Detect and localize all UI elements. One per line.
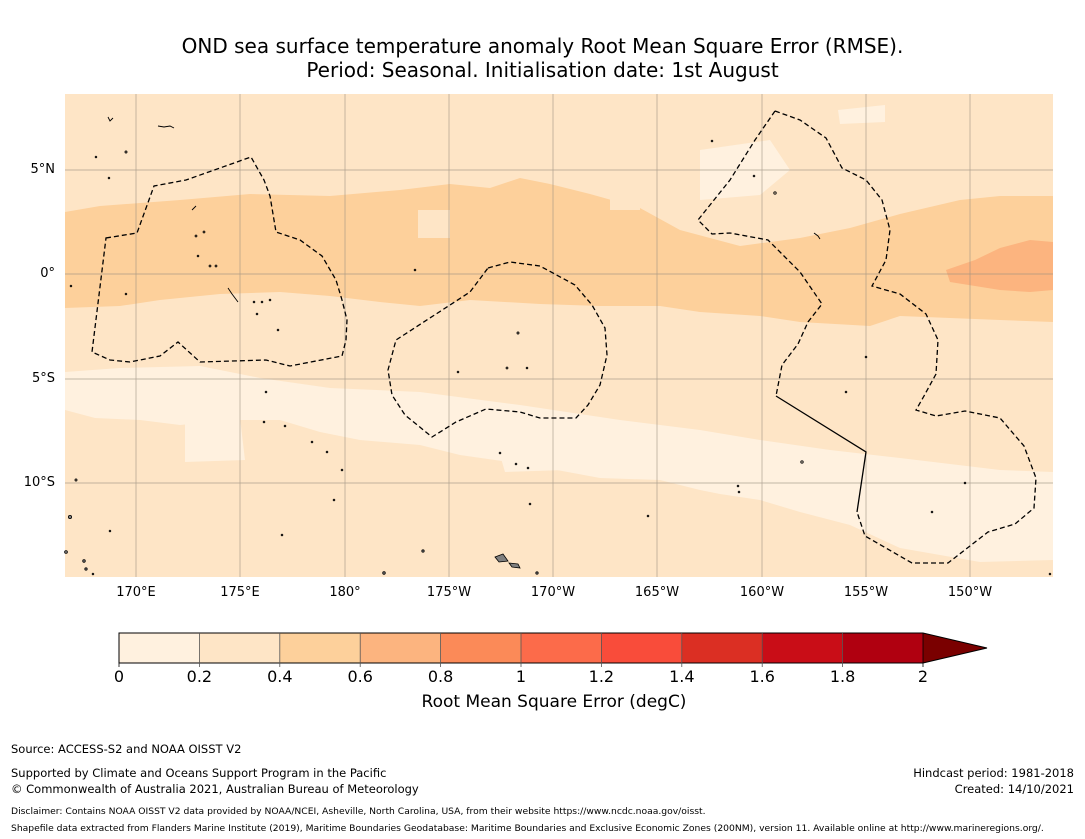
- shapefile-text: Shapefile data extracted from Flanders M…: [11, 823, 1044, 834]
- colorbar-tick-label: 1: [515, 667, 527, 686]
- colorbar-extend-arrow: [923, 633, 987, 663]
- lon-label-175e: 175°E: [220, 585, 260, 600]
- lat-label-5s: 5°S: [31, 371, 55, 386]
- lon-label-165w: 165°W: [634, 585, 680, 600]
- source-text: Source: ACCESS-S2 and NOAA OISST V2: [11, 742, 242, 756]
- eez-boundaries: [91, 110, 1037, 564]
- lon-label-180: 180°: [329, 585, 361, 600]
- chart-title-line1: OND sea surface temperature anomaly Root…: [181, 34, 904, 58]
- copyright-text: © Commonwealth of Australia 2021, Austra…: [11, 782, 419, 796]
- colorbar-tick-label: 0.2: [186, 667, 213, 686]
- colorbar-tick-label: 0.6: [347, 667, 373, 686]
- colorbar-tick-label: 1.4: [669, 667, 695, 686]
- colorbar-bin: [842, 633, 924, 663]
- colorbar-tick-label: 1.2: [588, 667, 615, 686]
- colorbar-bin: [279, 633, 361, 663]
- colorbar-bin: [681, 633, 763, 663]
- colorbar-tick-label: 0: [113, 667, 125, 686]
- lat-label-5n: 5°N: [30, 162, 56, 177]
- maritime-boundary-solid: [775, 395, 867, 513]
- lon-label-175w: 175°W: [426, 585, 472, 600]
- colorbar-tick-label: 2: [917, 667, 929, 686]
- lon-label-160w: 160°W: [739, 585, 785, 600]
- colorbar-bin: [440, 633, 522, 663]
- lat-label-0: 0°: [40, 266, 55, 281]
- lon-label-170w: 170°W: [530, 585, 576, 600]
- colorbar-bin: [521, 633, 602, 663]
- colorbar-bin: [762, 633, 844, 663]
- disclaimer-text: Disclaimer: Contains NOAA OISST V2 data …: [11, 806, 706, 817]
- colorbar: [118, 632, 988, 667]
- lon-label-150w: 150°W: [947, 585, 993, 600]
- colorbar-bin: [119, 633, 200, 663]
- lon-label-170e: 170°E: [116, 585, 156, 600]
- supported-text: Supported by Climate and Oceans Support …: [11, 766, 387, 780]
- colorbar-bin: [601, 633, 683, 663]
- moderate-error-band: [65, 178, 1053, 326]
- high-error-patch: [946, 240, 1053, 292]
- colorbar-tick-label: 0.8: [427, 667, 454, 686]
- hindcast-text: Hindcast period: 1981-2018: [913, 766, 1074, 780]
- chart-title-line2: Period: Seasonal. Initialisation date: 1…: [306, 58, 779, 82]
- created-text: Created: 14/10/2021: [954, 782, 1074, 796]
- map-gridlines: [65, 94, 1053, 577]
- colorbar-tick-label: 1.8: [829, 667, 856, 686]
- rmse-map: [64, 94, 1053, 577]
- colorbar-bin: [199, 633, 281, 663]
- colorbar-bin: [360, 633, 442, 663]
- lon-label-155w: 155°W: [843, 585, 889, 600]
- low-error-regions: [65, 105, 1053, 562]
- lat-label-10s: 10°S: [23, 475, 55, 490]
- colorbar-tick-label: 1.6: [749, 667, 775, 686]
- atolls: [69, 116, 1052, 576]
- islands: [64, 515, 539, 575]
- colorbar-tick-label: 0.4: [267, 667, 293, 686]
- colorbar-label: Root Mean Square Error (degC): [421, 692, 687, 712]
